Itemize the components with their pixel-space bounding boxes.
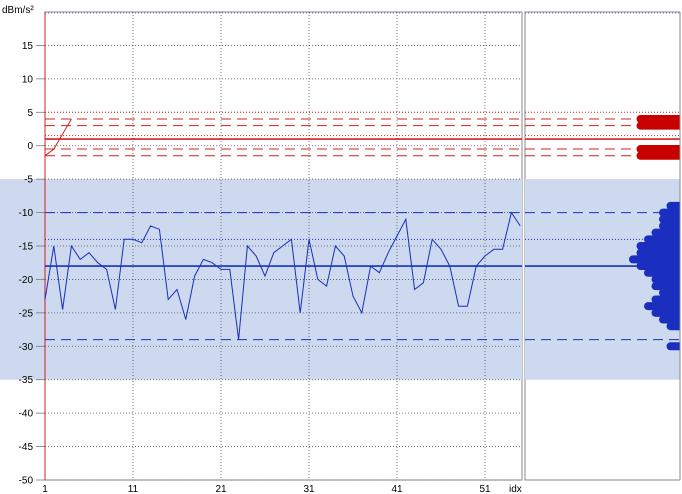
y-tick-label: 10	[22, 74, 34, 85]
y-tick-label: -10	[19, 208, 34, 219]
y-tick-label: 5	[27, 108, 33, 119]
blue-histogram-bar	[651, 275, 682, 284]
hist-right-mask	[680, 0, 682, 494]
blue-histogram-bar	[644, 235, 682, 244]
y-tick-label: 15	[22, 41, 34, 52]
blue-histogram-bar	[651, 228, 682, 237]
blue-histogram-bar	[659, 288, 682, 297]
y-tick-label: -25	[19, 308, 34, 319]
main-plot	[0, 11, 523, 481]
axis-labels: dBm/s² idx 15 10 5 0 -5 -10 -15 -20 -25 -30 -35 -40…	[2, 5, 522, 494]
blue-histogram-bar	[666, 342, 682, 351]
x-tick-label: 31	[303, 484, 315, 494]
blue-histogram-bar	[659, 315, 682, 324]
y-tick-label: -35	[19, 375, 34, 386]
red-histogram-bar	[636, 151, 682, 160]
x-tick-label: 41	[391, 484, 403, 494]
y-tick-label: -15	[19, 242, 34, 253]
blue-histogram-bar	[636, 262, 682, 271]
y-tick-label: 0	[27, 141, 33, 152]
x-axis-label: idx	[509, 484, 522, 494]
red-histogram-bar	[636, 121, 682, 130]
blue-histogram-bar	[666, 201, 682, 210]
y-axis-label: dBm/s²	[2, 5, 34, 16]
x-tick-label: 21	[215, 484, 227, 494]
histogram-plot	[524, 0, 682, 494]
blue-histogram-bar	[629, 255, 682, 264]
blue-series-line	[44, 211, 521, 340]
blue-histogram-bar	[651, 282, 682, 291]
y-tick-label: -50	[19, 476, 34, 487]
blue-histogram-bar	[659, 215, 682, 224]
blue-histogram-bar	[666, 322, 682, 331]
blue-histogram-bar	[636, 248, 682, 257]
red-histogram-bar	[636, 145, 682, 154]
y-tick-label: -30	[19, 342, 34, 353]
y-tick-label: -45	[19, 442, 34, 453]
blue-histogram-bar	[659, 208, 682, 217]
blue-histogram-bar	[651, 295, 682, 304]
y-tick-label: -20	[19, 275, 34, 286]
x-tick-label: 1	[42, 484, 48, 494]
red-series-line	[44, 118, 72, 157]
y-tick-label: -40	[19, 409, 34, 420]
blue-histogram-bar	[636, 242, 682, 250]
blue-histogram-bar	[644, 302, 682, 311]
x-tick-label: 11	[128, 484, 139, 494]
red-histogram-bar	[636, 114, 682, 123]
y-tick-label: -5	[24, 175, 33, 186]
x-tick-label: 51	[479, 484, 491, 494]
blue-histogram-bar	[651, 308, 682, 317]
blue-histogram-bar	[644, 268, 682, 277]
blue-histogram-bar	[659, 221, 682, 230]
